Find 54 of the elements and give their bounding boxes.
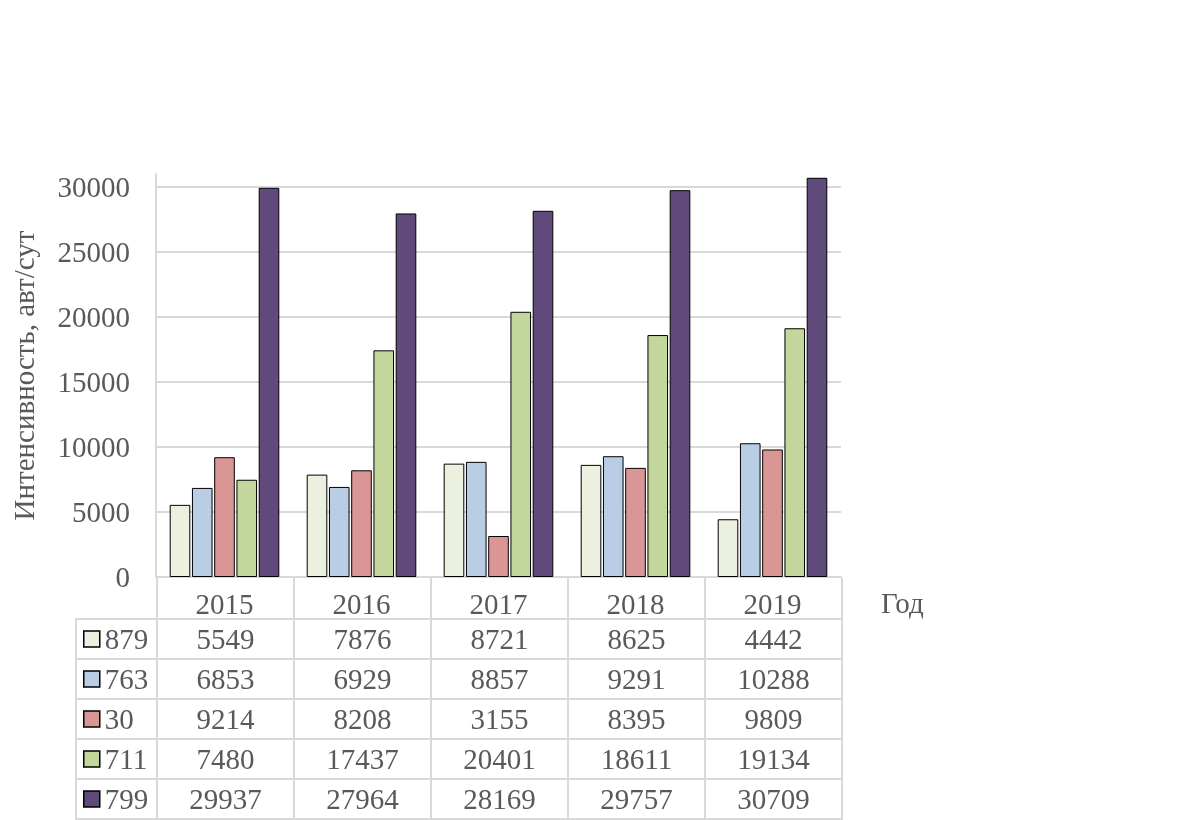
y-tick-label: 5000	[72, 496, 130, 528]
data-label: 8395	[568, 699, 705, 739]
data-label: 17437	[294, 739, 431, 779]
y-tick-label: 10000	[57, 431, 130, 463]
bar	[395, 213, 417, 577]
data-label: 20401	[431, 739, 568, 779]
bar	[669, 190, 691, 577]
legend-label: 799	[104, 783, 149, 815]
data-label: 18611	[568, 739, 705, 779]
data-label: 19134	[705, 739, 842, 779]
data-label: 9809	[705, 699, 842, 739]
bar	[258, 187, 280, 577]
data-label: 29757	[568, 779, 705, 819]
data-label: 3155	[431, 699, 568, 739]
x-axis-title: Год	[881, 586, 924, 619]
data-label: 8857	[431, 659, 568, 699]
bar	[169, 504, 191, 577]
x-tick-label: 2017	[469, 587, 528, 620]
data-label: 29937	[157, 779, 294, 819]
x-tick-label: 2018	[606, 587, 665, 620]
data-label: 10288	[705, 659, 842, 699]
bar	[532, 210, 554, 577]
bar	[306, 474, 328, 577]
data-label: 27964	[294, 779, 431, 819]
data-label: 9291	[568, 659, 705, 699]
bar	[443, 463, 465, 577]
legend-label: 763	[104, 663, 149, 695]
y-tick-label: 30000	[57, 171, 130, 203]
data-label: 6929	[294, 659, 431, 699]
data-label: 5549	[157, 619, 294, 659]
legend-label: 879	[104, 623, 149, 655]
x-tick-label: 2016	[332, 587, 391, 620]
bar	[806, 177, 828, 577]
data-label: 8625	[568, 619, 705, 659]
y-tick-label: 20000	[57, 301, 130, 333]
y-tick-label: 25000	[57, 236, 130, 268]
x-tick-label: 2019	[743, 587, 802, 620]
data-label: 4442	[705, 619, 842, 659]
legend-label: 711	[104, 743, 148, 775]
bar	[580, 464, 602, 577]
data-label: 30709	[705, 779, 842, 819]
data-label: 8208	[294, 699, 431, 739]
data-label: 8721	[431, 619, 568, 659]
data-label: 28169	[431, 779, 568, 819]
y-tick-label: 0	[115, 561, 130, 593]
x-tick-label: 2015	[195, 587, 254, 620]
data-label: 7480	[157, 739, 294, 779]
y-axis-title: Интенсивность, авт/сут	[7, 230, 40, 521]
data-label: 6853	[157, 659, 294, 699]
bar	[717, 519, 739, 577]
legend-label: 30	[104, 703, 134, 735]
data-label: 9214	[157, 699, 294, 739]
data-label: 7876	[294, 619, 431, 659]
y-tick-label: 15000	[57, 366, 130, 398]
